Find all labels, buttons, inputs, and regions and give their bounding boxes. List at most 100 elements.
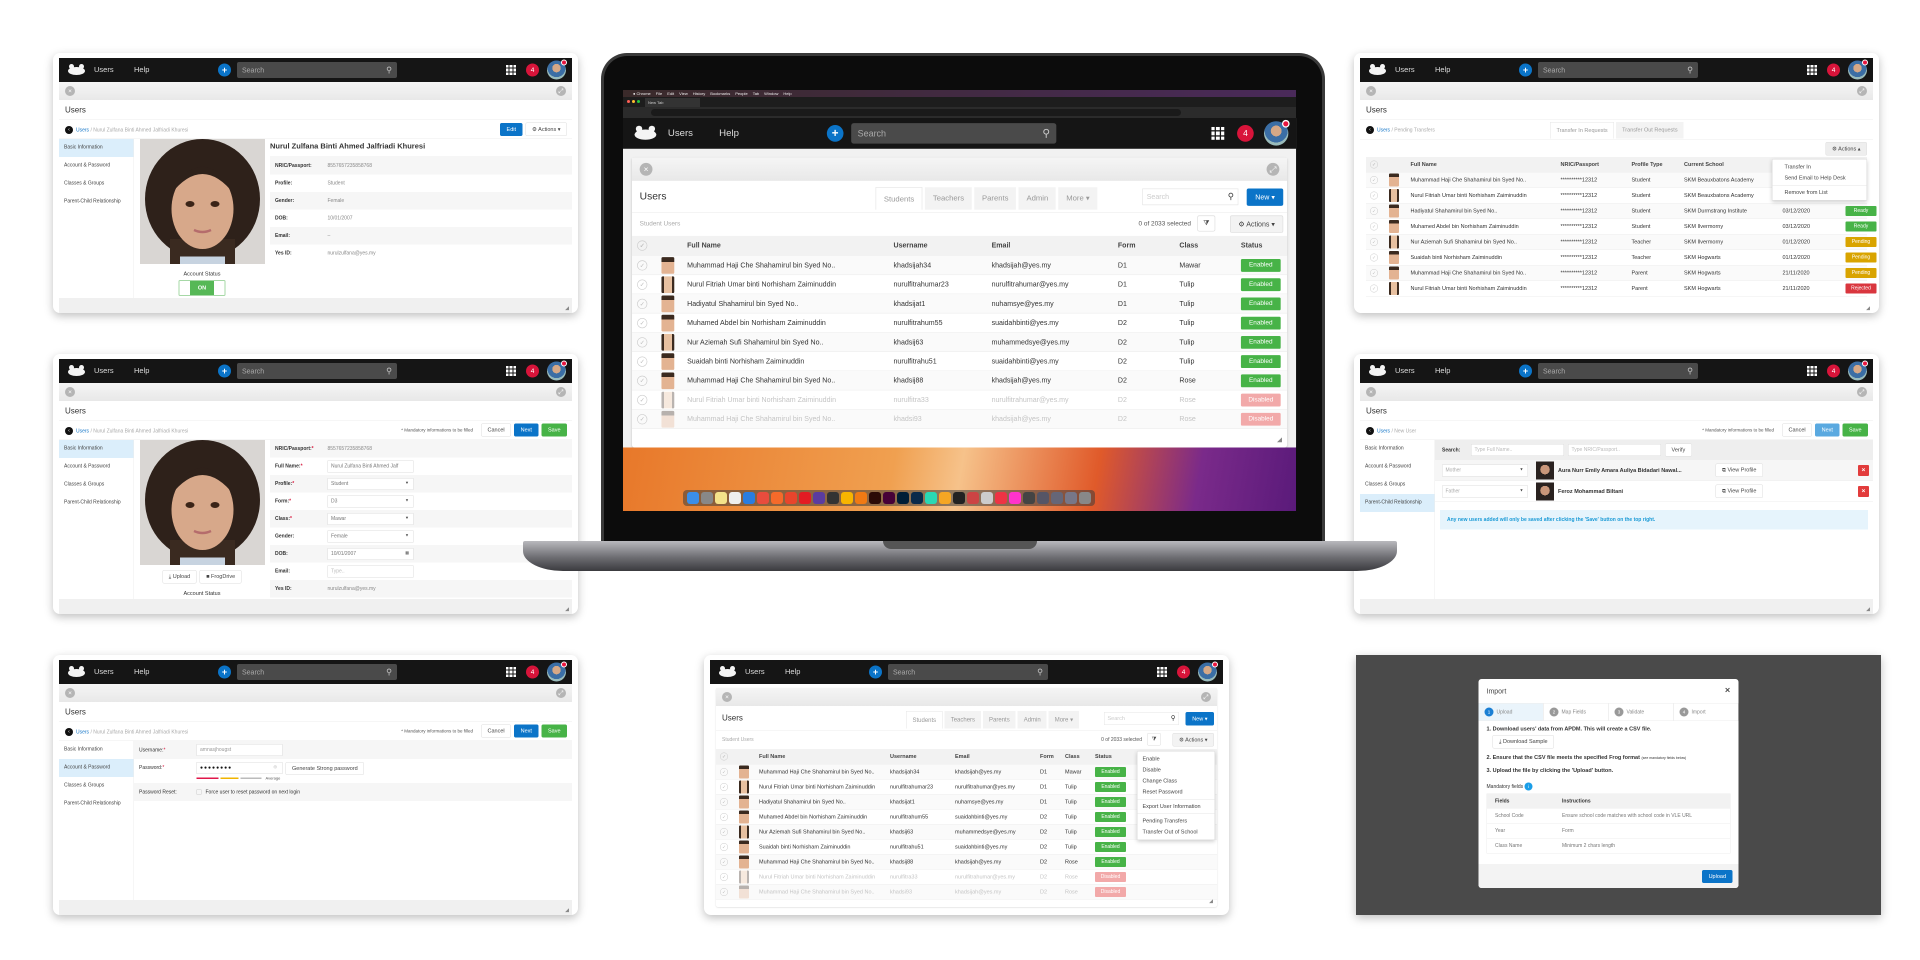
table-row[interactable]: ✓ Muhammad Haji Che Shahamirul bin Syed …	[1366, 265, 1877, 281]
sidebar-item[interactable]: Account & Password	[59, 759, 134, 777]
table-row[interactable]: ✓ Muhammad Haji Che Shahamirul bin Syed …	[631, 409, 1288, 429]
close-icon[interactable]: ×	[722, 692, 732, 702]
expand-icon[interactable]: ⤢	[1857, 387, 1867, 397]
mac-menu-item[interactable]: Window	[764, 91, 779, 96]
table-row[interactable]: ✓ Muhamed Abdel bin Norhisham Zaiminuddi…	[1366, 219, 1877, 235]
row-checkbox[interactable]: ✓	[637, 375, 648, 386]
tab-transfer-out[interactable]: Transfer Out Requests	[1616, 122, 1684, 139]
dock-app-icon[interactable]	[911, 492, 923, 504]
menu-item-transfer-out[interactable]: Transfer Out of School	[1142, 829, 1198, 835]
frog-logo-icon[interactable]	[68, 666, 85, 678]
resize-handle[interactable]: ◢	[565, 305, 569, 312]
dock-app-icon[interactable]	[785, 492, 797, 504]
row-checkbox[interactable]: ✓	[1370, 176, 1378, 184]
full-name[interactable]: Muhamed Abdel bin Norhisham Zaiminuddin	[1410, 223, 1519, 230]
mac-menu-item[interactable]: File	[655, 91, 663, 96]
menu-item-enable[interactable]: Enable	[1142, 756, 1160, 762]
close-icon[interactable]: ×	[1366, 387, 1376, 397]
eye-icon[interactable]: ◎	[273, 764, 278, 770]
class-select[interactable]: Mawar ▼	[327, 512, 414, 525]
sidebar-item[interactable]: Classes & Groups	[1365, 481, 1406, 488]
global-search-input[interactable]: Search ⚲	[237, 664, 397, 680]
apps-grid-icon[interactable]	[506, 366, 516, 376]
mac-menu-item[interactable]: Help	[783, 91, 792, 96]
global-search-input[interactable]: Search ⚲	[1538, 62, 1698, 78]
table-row[interactable]: ✓ Suaidah binti Norhisham Zaiminuddin nu…	[716, 840, 1217, 855]
menu-item-transfer-in[interactable]: Transfer In	[1784, 164, 1811, 170]
dock-app-icon[interactable]	[883, 492, 895, 504]
row-checkbox[interactable]: ✓	[637, 279, 648, 290]
close-icon[interactable]: ×	[1366, 86, 1376, 96]
table-row[interactable]: ✓ Nur Aziemah Sufi Shahamirul bin Syed N…	[1366, 234, 1877, 250]
dob-input[interactable]: 10/01/2007 ▦	[327, 547, 414, 560]
upload-button[interactable]: Upload	[1702, 870, 1733, 883]
menu-item-send-email[interactable]: Send Email to Help Desk	[1784, 175, 1846, 181]
next-button[interactable]: Next	[514, 423, 539, 437]
cancel-button[interactable]: Cancel	[481, 423, 512, 437]
sidebar-item[interactable]: Account & Password	[1365, 463, 1412, 470]
apps-grid-icon[interactable]	[1157, 667, 1167, 677]
actions-button[interactable]: ⚙ Actions ▴	[1825, 142, 1867, 156]
back-icon[interactable]: ‹	[65, 427, 73, 435]
dock-app-icon[interactable]	[995, 492, 1007, 504]
save-button[interactable]: Save	[541, 423, 567, 437]
dock-app-icon[interactable]	[967, 492, 979, 504]
sidebar-item[interactable]: Classes & Groups	[64, 782, 105, 789]
row-checkbox[interactable]: ✓	[720, 887, 728, 896]
table-row[interactable]: ✓ Muhammad Haji Che Shahamirul bin Syed …	[716, 764, 1217, 780]
notification-badge[interactable]: 4	[526, 364, 539, 378]
expand-icon[interactable]: ⤢	[556, 387, 566, 397]
table-row[interactable]: ✓ Nurul Fitriah Umar binti Norhisham Zai…	[716, 870, 1217, 885]
tab-parents[interactable]: Parents	[983, 711, 1016, 729]
sidebar-item[interactable]: Parent-Child Relationship	[64, 198, 121, 205]
table-row[interactable]: ✓ Hadiyatul Shahamirul bin Syed No.. ***…	[1366, 203, 1877, 219]
row-checkbox[interactable]: ✓	[1370, 253, 1378, 262]
notification-badge[interactable]: 4	[1237, 125, 1254, 142]
close-icon[interactable]: ×	[639, 162, 653, 176]
full-name[interactable]: Nur Aziemah Sufi Shahamirul bin Syed No.…	[687, 338, 824, 346]
nav-users[interactable]: Users	[1395, 366, 1415, 376]
full-name[interactable]: Muhamed Abdel bin Norhisham Zaiminuddin	[759, 813, 868, 820]
full-name[interactable]: Hadiyatul Shahamirul bin Syed No..	[687, 299, 799, 308]
frog-logo-icon[interactable]	[68, 365, 85, 377]
column-header[interactable]: Status	[1240, 241, 1263, 250]
add-icon[interactable]: +	[869, 665, 882, 679]
apple-icon[interactable]: ●	[633, 91, 636, 96]
new-button[interactable]: New ▾	[1246, 188, 1284, 206]
close-icon[interactable]: ×	[65, 688, 75, 698]
row-checkbox[interactable]: ✓	[720, 782, 728, 791]
column-header[interactable]: Email	[991, 241, 1011, 250]
user-avatar[interactable]	[1848, 360, 1868, 381]
close-icon[interactable]: ×	[65, 387, 75, 397]
nric-search-input[interactable]: Type NRIC/Passport..	[1568, 444, 1661, 456]
column-header[interactable]: Full Name	[687, 241, 721, 250]
row-checkbox[interactable]: ✓	[637, 298, 648, 309]
global-search-input[interactable]: Search ⚲	[888, 664, 1048, 680]
full-name[interactable]: Muhammad Haji Che Shahamirul bin Syed No…	[687, 376, 836, 385]
full-name[interactable]: Suaidah binti Norhisham Zaiminuddin	[687, 357, 805, 366]
row-checkbox[interactable]: ✓	[1370, 284, 1378, 293]
breadcrumb-users-link[interactable]: Users	[76, 127, 90, 133]
gender-select[interactable]: Female ▼	[327, 530, 414, 543]
sidebar-item[interactable]: Account & Password	[64, 463, 111, 470]
apps-grid-icon[interactable]	[1807, 65, 1817, 75]
nav-help[interactable]: Help	[719, 127, 739, 139]
table-row[interactable]: ✓ Nur Aziemah Sufi Shahamirul bin Syed N…	[716, 824, 1217, 840]
full-name[interactable]: Muhammad Haji Che Shahamirul bin Syed No…	[759, 768, 875, 775]
resize-handle[interactable]: ◢	[565, 907, 569, 914]
mac-menu-item[interactable]: View	[679, 91, 688, 96]
resize-handle[interactable]: ◢	[1866, 305, 1870, 312]
actions-button[interactable]: ⚙ Actions ▾	[1172, 733, 1214, 747]
nav-users[interactable]: Users	[745, 667, 765, 677]
remove-icon[interactable]: ✕	[1858, 465, 1869, 476]
force-reset-checkbox[interactable]	[196, 789, 202, 795]
global-search-input[interactable]: Search ⚲	[237, 62, 397, 78]
frog-logo-icon[interactable]	[68, 64, 85, 76]
dock-app-icon[interactable]	[1079, 492, 1091, 504]
dock-app-icon[interactable]	[743, 492, 755, 504]
full-name[interactable]: Nurul Fitriah Umar binti Norhisham Zaimi…	[687, 280, 837, 289]
column-header[interactable]: Username	[890, 753, 917, 760]
full-name[interactable]: Suaidah binti Norhisham Zaiminuddin	[759, 843, 851, 850]
frog-logo-icon[interactable]	[719, 666, 736, 678]
column-header[interactable]: Status	[1095, 753, 1112, 760]
